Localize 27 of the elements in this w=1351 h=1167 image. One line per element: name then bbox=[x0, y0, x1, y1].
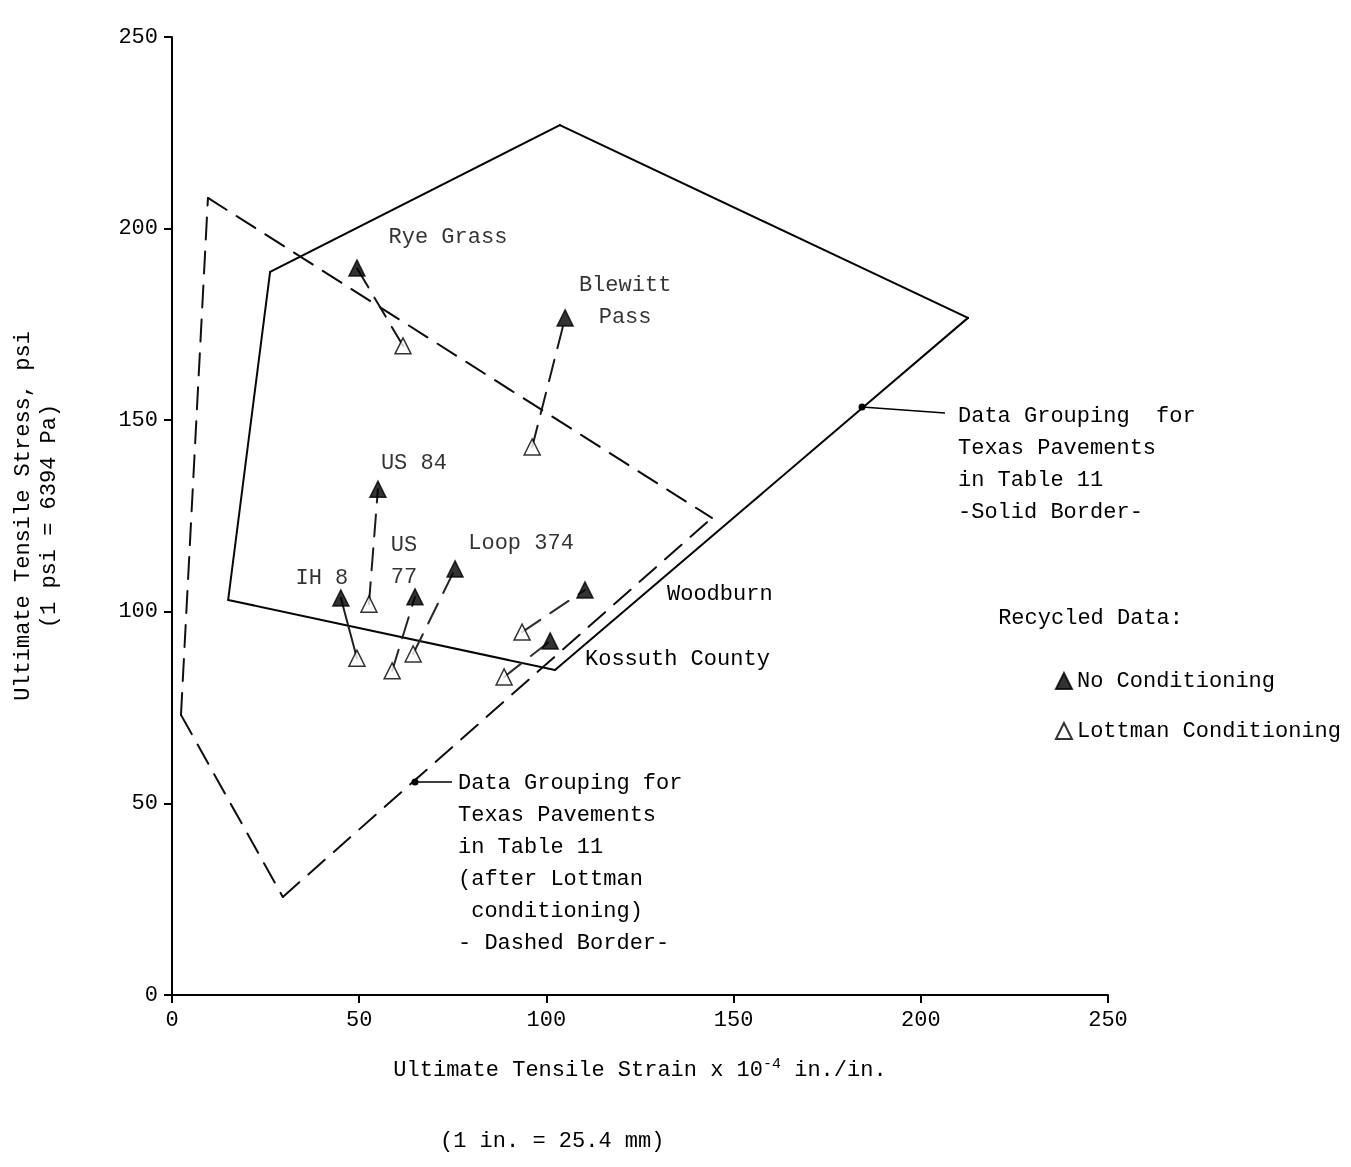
annotation: Woodburn bbox=[667, 581, 773, 607]
annotation: Rye Grass bbox=[388, 224, 508, 250]
text: (1 in. = 25.4 mm) bbox=[440, 1128, 665, 1154]
x-tick-label: 200 bbox=[901, 1007, 941, 1033]
legend-label: Lottman Conditioning bbox=[1076, 718, 1341, 744]
annotation: Loop 374 bbox=[468, 531, 574, 557]
annotation: US 77 bbox=[390, 533, 418, 591]
y-tick-label: 100 bbox=[118, 599, 158, 625]
x-tick-label: 100 bbox=[526, 1007, 567, 1033]
annotation: IH 8 bbox=[295, 565, 349, 591]
annotation: Kossuth County bbox=[585, 646, 770, 672]
y-tick-label: 0 bbox=[144, 982, 158, 1008]
y-tick-label: 50 bbox=[131, 790, 158, 816]
annotation: Data Grouping for Texas Pavements in Table 11 (after Lottman conditioning) - Dashed Border- bbox=[458, 770, 683, 956]
legend-title: Recycled Data: bbox=[998, 605, 1184, 631]
x-tick-label: 50 bbox=[346, 1007, 373, 1033]
legend-label: No Conditioning bbox=[1076, 668, 1275, 694]
x-tick-label: 150 bbox=[713, 1007, 754, 1033]
y-tick-label: 250 bbox=[118, 24, 158, 50]
x-tick-label: 250 bbox=[1088, 1007, 1128, 1033]
annotation: Data Grouping for Texas Pavements in Table 11 -Solid Border- bbox=[958, 403, 1196, 525]
y-tick-label: 150 bbox=[118, 407, 158, 433]
annotation: US 84 bbox=[380, 450, 447, 476]
x-tick-label: 0 bbox=[165, 1007, 179, 1033]
y-tick-label: 200 bbox=[118, 216, 158, 242]
y-axis-title: Ultimate Tensile Stress, psi (1 psi = 6394 Pa) bbox=[10, 331, 62, 701]
annotation: Blewitt Pass bbox=[578, 273, 672, 331]
